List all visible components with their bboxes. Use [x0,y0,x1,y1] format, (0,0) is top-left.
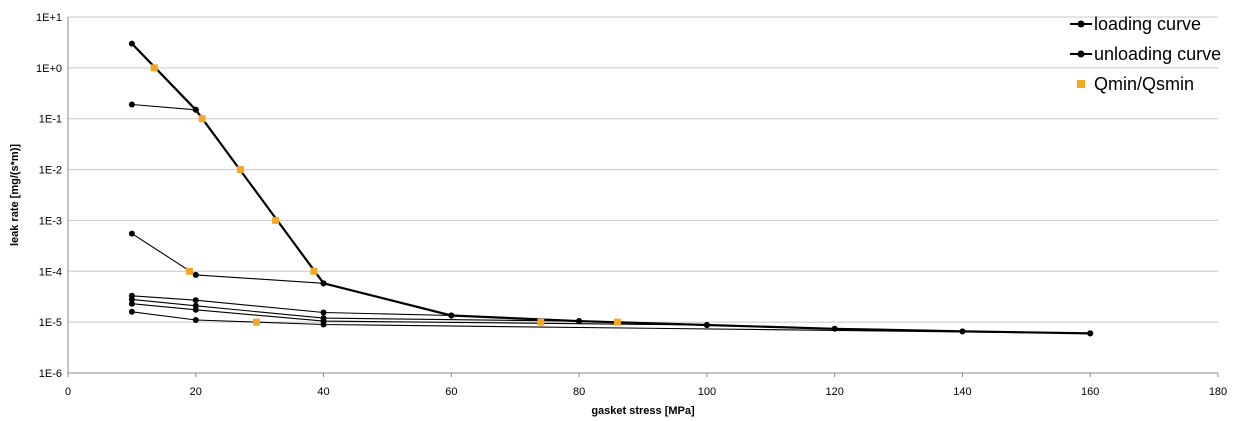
x-tick-label: 180 [1209,386,1227,398]
x-tick-label: 0 [65,386,71,398]
unloading-point [1087,330,1094,337]
unloading-point [448,312,455,319]
unloading-point [576,318,583,325]
qmin-point [150,64,158,72]
data-series [128,40,1094,337]
unloading-point [320,280,327,287]
legend-marker-swatch [1077,50,1085,58]
series-unloading [128,300,710,328]
qmin-point [198,115,206,123]
unloading-point [128,308,135,315]
legend-label: Qmin/Qsmin [1094,74,1194,94]
y-tick-label: 1E+1 [36,12,62,24]
unloading-point [192,271,199,278]
qmin-point [185,267,193,275]
qmin-point [613,318,621,326]
x-tick-label: 160 [1081,386,1099,398]
series-unloading [128,292,455,319]
legend-marker-swatch [1077,20,1085,28]
y-tick-label: 1E-3 [39,215,62,227]
unloading-point [128,300,135,307]
qmin-point [537,318,545,326]
y-tick-label: 1E-6 [39,368,62,380]
unloading-point [128,101,135,108]
unloading-curve-line [131,303,707,326]
y-tick-label: 1E-4 [39,266,62,278]
x-tick-label: 40 [317,386,329,398]
unloading-point [192,317,199,324]
unloading-point [192,306,199,313]
legend-item-loading: loading curve [1070,14,1201,34]
x-tick-label: 120 [825,386,843,398]
gridlines [68,16,1218,323]
legend-label: loading curve [1094,14,1201,34]
qmin-point [272,216,280,224]
unloading-point [128,230,135,237]
series-loading [128,40,1094,337]
legend-label: unloading curve [1094,44,1221,64]
unloading-point [320,321,327,328]
y-tick-label: 1E+0 [36,63,62,75]
unloading-point [192,297,199,304]
x-tick-label: 80 [573,386,585,398]
x-tick-label: 140 [953,386,971,398]
loading-point [128,40,135,47]
unloading-curve-line [131,233,324,284]
legend-marker-swatch [1077,80,1085,88]
series-qmin-markers [150,64,621,326]
x-axis-title: gasket stress [MPa] [591,405,695,417]
y-tick-label: 1E-2 [39,165,62,177]
qmin-point [252,318,260,326]
qmin-point [310,267,318,275]
loading-curve-line [131,42,1091,335]
unloading-curve-line [131,298,580,322]
y-axis-title: leak rate [mg/(s*m)] [9,144,21,246]
x-tick-label: 60 [445,386,457,398]
unloading-point [192,106,199,113]
series-unloading [128,230,327,287]
loading-point [959,328,966,335]
legend: loading curve unloading curve Qmin/Qsmin [1070,14,1221,94]
qmin-point [237,166,244,174]
axes: 1E-6 1E-5 1E-4 1E-3 1E-2 1E-1 1E+0 1E+1 0 20 40 60 8… [36,12,1227,398]
x-tick-label: 100 [698,386,716,398]
y-tick-label: 1E-1 [39,114,62,126]
legend-item-qmin: Qmin/Qsmin [1077,74,1194,94]
legend-item-unloading: unloading curve [1070,44,1221,64]
series-unloading [128,101,199,113]
unloading-point [703,321,710,328]
y-tick-label: 1E-5 [39,317,62,329]
unloading-curve-line [131,295,452,317]
unloading-point [320,309,327,316]
unloading-curve-line [131,103,196,111]
x-tick-label: 20 [190,386,202,398]
unloading-point [128,296,135,303]
